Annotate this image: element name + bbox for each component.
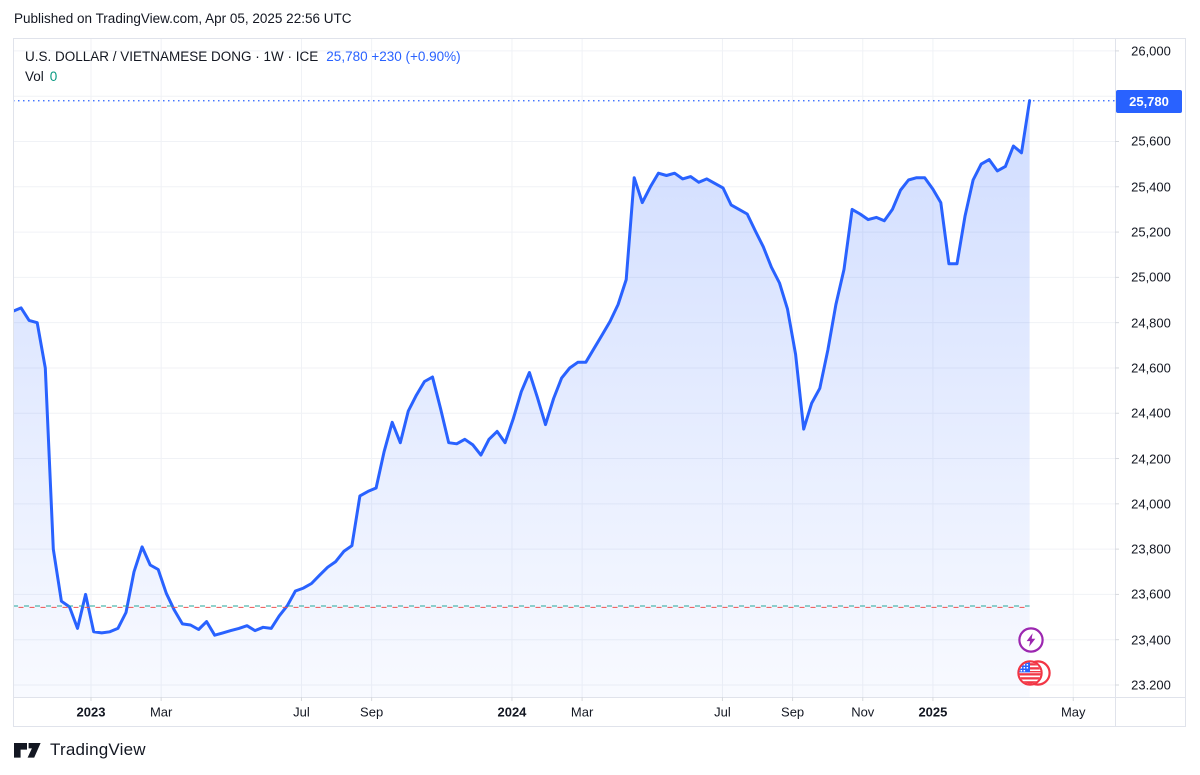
price-tick-label: 24,800 [1131, 315, 1171, 331]
symbol-title: U.S. DOLLAR / VIETNAMESE DONG · 1W · ICE [25, 49, 319, 64]
price-tick-label: 24,400 [1131, 405, 1171, 421]
last-price: 25,780 [326, 49, 368, 64]
price-tick-label: 25,000 [1131, 269, 1171, 285]
price-tick-label: 23,600 [1131, 586, 1171, 602]
time-tick-label: Nov [851, 704, 875, 720]
price-tick-label: 23,800 [1131, 541, 1171, 557]
vol-label: Vol [25, 69, 44, 84]
price-tick-label: 24,600 [1131, 360, 1171, 376]
time-tick-label: May [1060, 704, 1086, 720]
vol-value: 0 [49, 69, 58, 84]
tradingview-logo-icon [14, 742, 41, 758]
price-tick-label: 25,400 [1131, 179, 1171, 195]
us-flag-event-icon[interactable] [1016, 658, 1056, 688]
lightning-bolt [1026, 633, 1036, 647]
price-tick-label: 23.200 [1131, 677, 1171, 693]
time-tick-label: Jul [293, 704, 310, 720]
published-bar: Published on TradingView.com, Apr 05, 20… [14, 11, 351, 26]
tradingview-brand-text: TradingView [50, 740, 146, 759]
time-tick-label: Mar [570, 704, 594, 720]
time-tick-label: Mar [149, 704, 173, 720]
lightning-event-icon[interactable] [1016, 625, 1046, 655]
chart-frame [13, 38, 1186, 727]
price-tick-label: 23,400 [1131, 632, 1171, 648]
time-tick-label: Jul [714, 704, 731, 720]
time-tick-label: Sep [360, 704, 384, 720]
price-tick-label: 25,200 [1131, 224, 1171, 240]
price-tick-label: 26,000 [1131, 43, 1171, 59]
price-tick-label: 24,000 [1131, 496, 1171, 512]
price-tick-label: 24,200 [1131, 451, 1171, 467]
series-line [13, 99, 1032, 637]
time-tick-label: 2025 [918, 704, 948, 720]
price-change: +230 (+0.90%) [371, 49, 461, 64]
time-tick-label: Sep [781, 704, 805, 720]
chart-legend: U.S. DOLLAR / VIETNAMESE DONG · 1W · ICE… [25, 49, 461, 84]
current-price-badge: 25,780 [1116, 90, 1182, 113]
price-tick-label: 25,600 [1131, 133, 1171, 149]
footer-attribution[interactable]: TradingView [14, 740, 146, 760]
time-tick-label: 2024 [497, 704, 527, 720]
published-text: Published on TradingView.com, Apr 05, 20… [14, 11, 352, 26]
us-flag [1019, 662, 1041, 684]
time-tick-label: 2023 [76, 704, 106, 720]
series-area [13, 100, 1030, 697]
